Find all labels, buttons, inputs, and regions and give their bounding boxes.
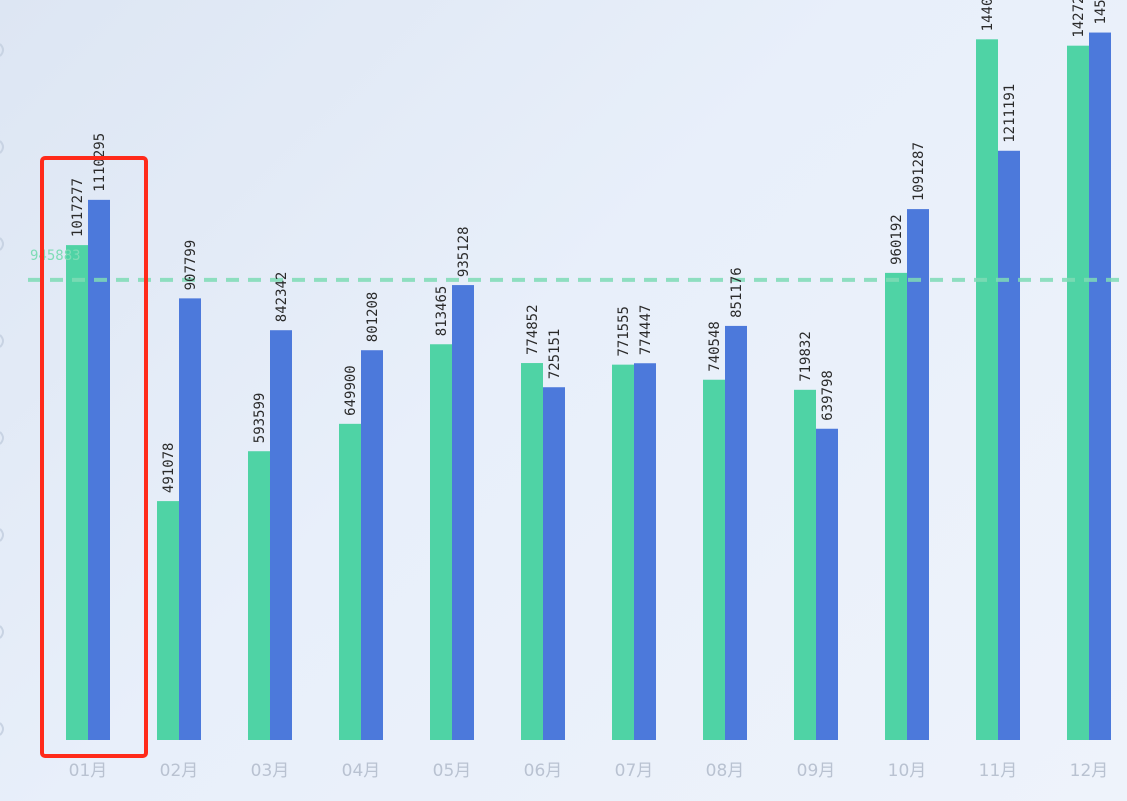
y-axis-tick-mark bbox=[0, 334, 4, 348]
bar-blue-10 bbox=[907, 209, 929, 740]
value-label-green-2: 491078 bbox=[161, 443, 177, 494]
value-label-green-7: 771555 bbox=[616, 306, 632, 357]
bar-green-6 bbox=[521, 363, 543, 740]
value-label-blue-9: 639798 bbox=[820, 370, 836, 421]
value-label-blue-11: 1211191 bbox=[1002, 84, 1018, 143]
bar-blue-2 bbox=[179, 298, 201, 740]
value-label-blue-1: 1110295 bbox=[92, 133, 108, 192]
value-label-blue-12: 14542 bbox=[1093, 0, 1109, 25]
value-label-green-6: 774852 bbox=[525, 304, 541, 355]
bar-green-3 bbox=[248, 451, 270, 740]
bar-blue-5 bbox=[452, 285, 474, 740]
value-label-blue-10: 1091287 bbox=[911, 142, 927, 201]
average-line-label: 945883 bbox=[30, 248, 81, 264]
y-axis-tick-mark bbox=[0, 237, 4, 251]
bar-green-7 bbox=[612, 364, 634, 740]
value-label-blue-6: 725151 bbox=[547, 329, 563, 380]
y-axis-tick-marks bbox=[0, 43, 4, 736]
value-label-green-5: 813465 bbox=[434, 286, 450, 337]
x-tick-label-11: 11月 bbox=[979, 761, 1018, 781]
bar-green-2 bbox=[157, 501, 179, 740]
value-label-green-11: 14403 bbox=[980, 0, 996, 31]
bar-green-9 bbox=[794, 389, 816, 740]
bar-green-10 bbox=[885, 272, 907, 740]
value-label-green-9: 719832 bbox=[798, 331, 814, 382]
value-label-blue-5: 935128 bbox=[456, 226, 472, 277]
x-tick-label-1: 01月 bbox=[69, 761, 108, 781]
x-tick-label-6: 06月 bbox=[524, 761, 563, 781]
value-label-green-1: 1017277 bbox=[70, 178, 86, 237]
x-tick-label-4: 04月 bbox=[342, 761, 381, 781]
value-label-blue-2: 907799 bbox=[183, 240, 199, 291]
value-label-green-3: 593599 bbox=[252, 393, 268, 444]
y-axis-tick-mark bbox=[0, 625, 4, 639]
value-label-green-8: 740548 bbox=[707, 321, 723, 372]
value-label-blue-8: 851176 bbox=[729, 267, 745, 318]
bar-green-12 bbox=[1067, 45, 1089, 741]
bar-green-4 bbox=[339, 423, 361, 740]
bar-green-11 bbox=[976, 39, 998, 740]
bar-green-5 bbox=[430, 344, 452, 740]
x-axis-tick-labels: 01月 02月 03月 04月 05月 06月 07月 08月 09月 10月 11月 12月 bbox=[69, 761, 1109, 781]
bar-blue-3 bbox=[270, 330, 292, 740]
bars-layer bbox=[66, 32, 1111, 741]
x-tick-label-9: 09月 bbox=[797, 761, 836, 781]
x-tick-label-3: 03月 bbox=[251, 761, 290, 781]
x-tick-label-8: 08月 bbox=[706, 761, 745, 781]
bar-blue-6 bbox=[543, 387, 565, 740]
x-tick-label-12: 12月 bbox=[1070, 761, 1109, 781]
bar-blue-7 bbox=[634, 363, 656, 740]
bar-blue-9 bbox=[816, 428, 838, 740]
value-label-green-10: 960192 bbox=[889, 214, 905, 265]
y-axis-tick-mark bbox=[0, 722, 4, 736]
bar-blue-1 bbox=[88, 199, 110, 740]
value-label-green-4: 649900 bbox=[343, 365, 359, 416]
bar-blue-11 bbox=[998, 150, 1020, 740]
value-label-blue-3: 842342 bbox=[274, 272, 290, 323]
bar-blue-4 bbox=[361, 350, 383, 740]
y-axis-tick-mark bbox=[0, 140, 4, 154]
y-axis-tick-mark bbox=[0, 431, 4, 445]
x-tick-label-10: 10月 bbox=[888, 761, 927, 781]
bar-blue-8 bbox=[725, 325, 747, 740]
value-label-blue-7: 774447 bbox=[638, 305, 654, 356]
bar-green-8 bbox=[703, 379, 725, 740]
y-axis-tick-mark bbox=[0, 528, 4, 542]
x-tick-label-2: 02月 bbox=[160, 761, 199, 781]
value-label-green-12: 14272 bbox=[1071, 0, 1087, 38]
bar-green-1 bbox=[66, 245, 88, 740]
bar-blue-12 bbox=[1089, 32, 1111, 741]
x-tick-label-5: 05月 bbox=[433, 761, 472, 781]
highlight-box bbox=[40, 156, 148, 758]
highlight-layer bbox=[40, 156, 148, 758]
value-labels-layer: 1017277 1110295 491078 907799 593599 842342 64… bbox=[70, 0, 1109, 493]
value-label-blue-4: 801208 bbox=[365, 292, 381, 343]
x-tick-label-7: 07月 bbox=[615, 761, 654, 781]
y-axis-tick-mark bbox=[0, 43, 4, 57]
